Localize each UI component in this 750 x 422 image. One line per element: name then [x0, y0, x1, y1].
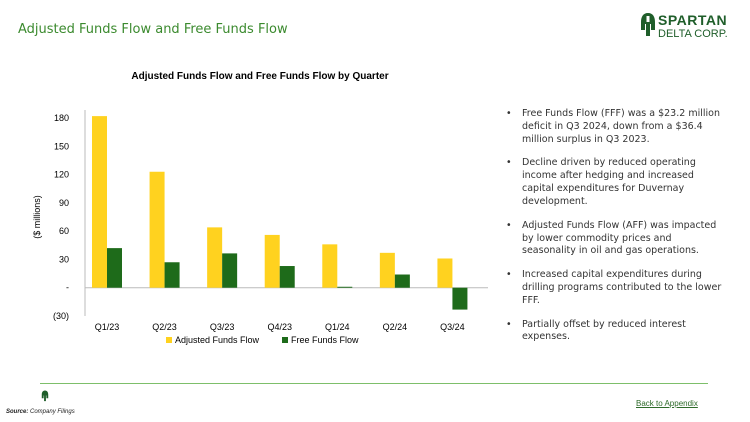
bullet-text: Partially offset by reduced interest exp… [522, 318, 686, 343]
fff-bar [222, 253, 238, 288]
bullet-item: • Decline driven by reduced operating inc… [506, 157, 728, 208]
y-tick-label: (30) [53, 311, 69, 321]
aff-bar [149, 171, 165, 288]
y-axis-label: ($ millions) [32, 195, 42, 239]
bullet-item: • Partially offset by reduced interest ex… [506, 319, 728, 345]
fff-bar [164, 262, 180, 288]
y-tick-label: 90 [59, 198, 69, 208]
fff-bar [107, 248, 122, 288]
company-logo: SPARTAN DELTA CORP. [640, 10, 740, 48]
x-tick-label: Q4/23 [267, 322, 292, 332]
bullet-glyph: • [506, 108, 512, 119]
back-to-appendix-link[interactable]: Back to Appendix [636, 399, 698, 408]
legend-swatch [282, 337, 288, 343]
aff-bar [207, 227, 223, 288]
fff-bar [394, 274, 410, 288]
fff-bar [337, 286, 353, 288]
spartan-helmet-icon [641, 13, 655, 36]
x-tick-label: Q2/23 [152, 322, 177, 332]
x-tick-label: Q3/24 [440, 322, 465, 332]
bullet-item: • Free Funds Flow (FFF) was a $23.2 milli… [506, 108, 728, 146]
y-tick-label: - [66, 283, 69, 293]
x-tick-label: Q2/24 [383, 322, 408, 332]
bullet-text: Free Funds Flow (FFF) was a $23.2 millio… [522, 108, 720, 145]
legend-swatch [166, 337, 172, 343]
x-tick-label: Q1/23 [95, 322, 120, 332]
source-label: Source: [6, 409, 29, 415]
bar-chart: 180 150 120 90 60 30 - (30) ($ millions) Q1/23 Q2/… [32, 110, 488, 345]
y-tick-label: 180 [54, 113, 69, 123]
bullet-item: • Increased capital expenditures during d… [506, 269, 728, 307]
bullet-list: • Free Funds Flow (FFF) was a $23.2 milli… [506, 108, 728, 355]
bullet-text: Increased capital expenditures during dr… [522, 269, 722, 306]
source-text: Company Filings [30, 409, 75, 415]
bullet-text: Adjusted Funds Flow (AFF) was impacted b… [522, 219, 717, 257]
bullet-text: Decline driven by reduced operating inco… [522, 157, 696, 207]
chart-title: Adjusted Funds Flow and Free Funds Flow … [131, 71, 389, 82]
x-tick-label: Q1/24 [325, 322, 350, 332]
y-tick-label: 60 [59, 226, 69, 236]
source-note: Source: Company Filings [6, 409, 75, 415]
aff-bar [92, 116, 107, 288]
fff-bar [452, 287, 468, 310]
bullet-glyph: • [506, 318, 512, 330]
bullet-glyph: • [506, 269, 512, 281]
legend-label: Adjusted Funds Flow [175, 335, 260, 345]
x-tick-label: Q3/23 [210, 322, 235, 332]
fff-bar [279, 266, 295, 288]
y-tick-label: 30 [59, 254, 69, 264]
aff-bar [379, 252, 395, 288]
aff-bar [437, 258, 453, 288]
bullet-glyph: • [506, 157, 512, 169]
slide-title: Adjusted Funds Flow and Free Funds Flow [18, 22, 288, 37]
bullet-item: • Adjusted Funds Flow (AFF) was impacted … [506, 220, 728, 258]
aff-bar [264, 234, 280, 288]
y-tick-label: 120 [54, 170, 69, 180]
spartan-helmet-icon [41, 390, 49, 402]
logo-wordmark: SPARTAN [658, 12, 728, 28]
legend-label: Free Funds Flow [291, 335, 359, 345]
footer-divider [40, 383, 708, 384]
bullet-glyph: • [506, 219, 512, 231]
aff-bar [322, 244, 338, 288]
y-tick-label: 150 [54, 141, 69, 151]
logo-subtext: DELTA CORP. [658, 28, 728, 40]
